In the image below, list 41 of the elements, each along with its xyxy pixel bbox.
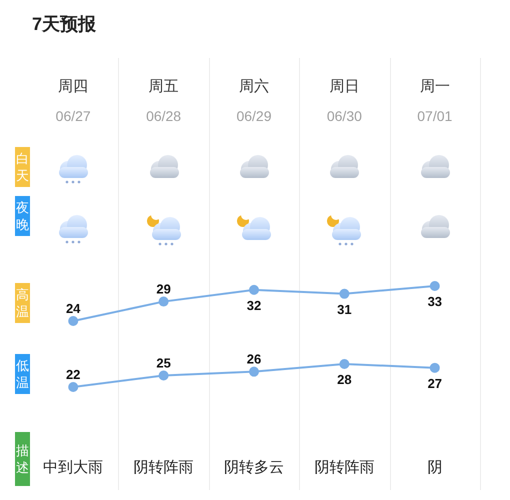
point xyxy=(249,366,259,377)
point xyxy=(249,284,259,295)
data-label: 24 xyxy=(66,301,82,316)
data-label: 33 xyxy=(428,294,442,309)
x-tick-label: 周四 xyxy=(58,78,88,95)
text: 阴转阵雨 xyxy=(313,458,376,477)
chart-title: 7天预报 xyxy=(32,13,96,36)
text: 06/30 xyxy=(326,108,363,124)
point xyxy=(339,288,350,299)
x-tick-label: 周日 xyxy=(329,78,360,95)
text: 阴转阵雨 xyxy=(132,458,195,477)
point xyxy=(158,296,169,307)
text: 06/28 xyxy=(145,108,182,124)
point xyxy=(68,382,78,392)
text: 低温 xyxy=(16,357,30,391)
text: 阴转多云 xyxy=(223,458,285,477)
data-label: 32 xyxy=(246,298,262,313)
data-label: 22 xyxy=(66,367,80,382)
text: 中到大雨 xyxy=(42,458,104,477)
text: 06/27 xyxy=(54,108,92,124)
x-tick-label: 周一 xyxy=(420,78,450,95)
x-tick-label: 周五 xyxy=(148,78,179,95)
data-label: 28 xyxy=(337,372,352,387)
text: 描述 xyxy=(16,442,30,476)
text: 白天 xyxy=(16,150,30,184)
data-label: 27 xyxy=(428,376,442,391)
data-label: 31 xyxy=(337,302,352,317)
point xyxy=(158,370,169,380)
text: 07/01 xyxy=(416,108,454,124)
x-tick-label: 周六 xyxy=(239,78,269,95)
text: 06/29 xyxy=(235,108,273,124)
data-label: 26 xyxy=(246,352,262,367)
text: 阴 xyxy=(426,458,444,477)
data-label: 29 xyxy=(156,282,171,297)
text: 高温 xyxy=(16,286,30,320)
point xyxy=(339,359,350,369)
point xyxy=(68,316,78,326)
point xyxy=(430,362,440,373)
text: 夜晚 xyxy=(16,199,30,233)
point xyxy=(430,281,440,291)
data-label: 25 xyxy=(156,356,171,370)
